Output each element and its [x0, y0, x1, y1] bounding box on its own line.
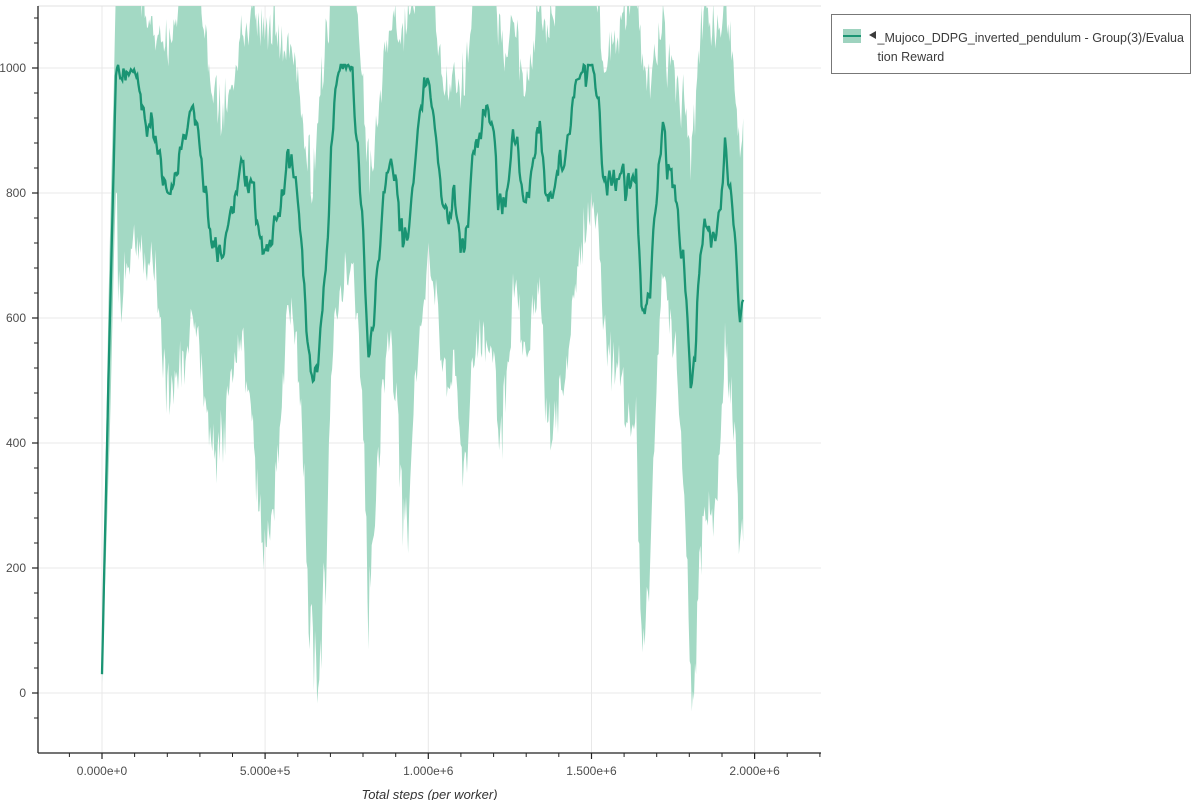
svg-text:800: 800	[6, 186, 26, 200]
svg-text:1.500e+6: 1.500e+6	[566, 764, 617, 778]
svg-text:Total steps (per worker): Total steps (per worker)	[361, 787, 497, 800]
svg-text:400: 400	[6, 436, 26, 450]
svg-text:0: 0	[19, 686, 26, 700]
svg-text:5.000e+5: 5.000e+5	[240, 764, 291, 778]
svg-text:1000: 1000	[0, 61, 26, 75]
svg-text:0.000e+0: 0.000e+0	[77, 764, 128, 778]
svg-text:2.000e+6: 2.000e+6	[729, 764, 780, 778]
svg-text:600: 600	[6, 311, 26, 325]
svg-text:1.000e+6: 1.000e+6	[403, 764, 454, 778]
svg-text:200: 200	[6, 561, 26, 575]
